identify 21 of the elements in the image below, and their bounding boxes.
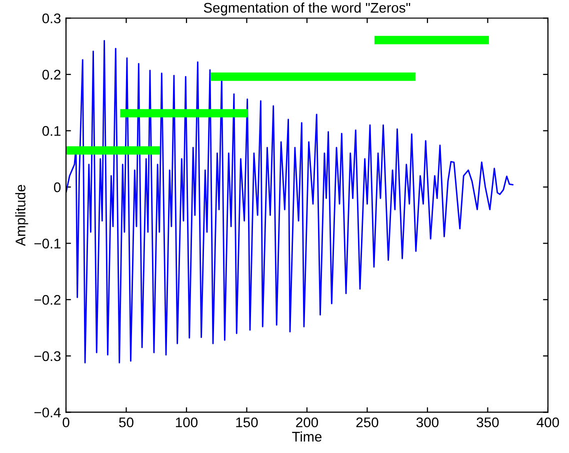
y-tick-label: −0.1 (34, 238, 60, 248)
x-tick-label: 400 (536, 417, 559, 428)
y-tick-label: 0 (54, 182, 61, 192)
x-axis-title: Time (292, 431, 322, 442)
x-tick-label: 200 (296, 417, 318, 428)
y-tick-label: 0.1 (42, 126, 60, 136)
x-tick-label: 250 (356, 417, 378, 428)
x-tick-label: 150 (236, 417, 258, 428)
x-tick-label: 100 (176, 417, 198, 428)
x-tick-label: 50 (119, 417, 134, 428)
x-tick-label: 350 (476, 417, 499, 428)
x-tick-label: 0 (62, 417, 70, 428)
y-axis-title: Amplitude (15, 184, 28, 246)
x-tick-label: 300 (416, 417, 439, 428)
y-tick-label: −0.3 (34, 351, 61, 362)
chart-title: Segmentation of the word "Zeros" (204, 2, 410, 16)
y-tick-label: 0.3 (42, 13, 61, 24)
y-tick-label: −0.2 (34, 294, 60, 305)
y-tick-label: −0.4 (34, 408, 61, 418)
y-tick-label: 0.2 (42, 70, 60, 80)
line-series (66, 40, 514, 364)
